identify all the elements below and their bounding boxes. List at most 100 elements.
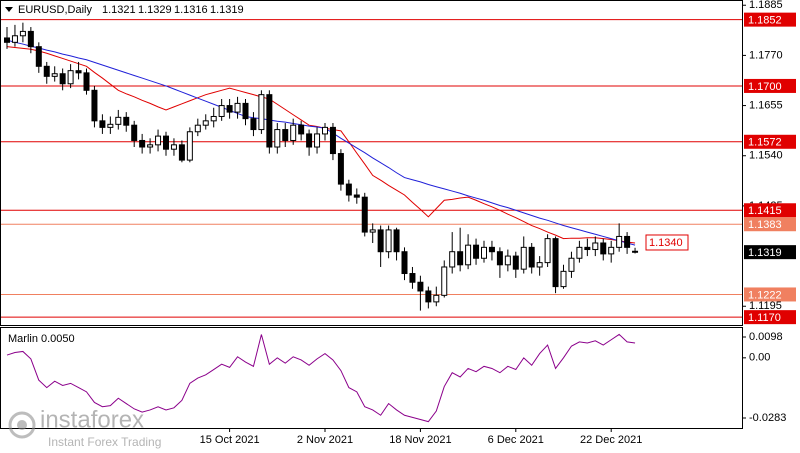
level-tag (744, 134, 796, 149)
level-label: 1.1572 (748, 137, 782, 149)
candle-body (584, 246, 591, 251)
y-tick-label: 0.00 (749, 352, 770, 364)
candle-body (59, 73, 66, 85)
candle-body (345, 183, 352, 196)
level-tag (744, 217, 796, 232)
candle-body (576, 246, 583, 259)
candle-body (99, 120, 106, 128)
oscillator-line (6, 333, 636, 423)
candle-body (417, 281, 424, 292)
candle-body (329, 126, 336, 155)
candle-body (306, 133, 313, 148)
candle-body (552, 238, 559, 288)
candle-body (433, 294, 440, 303)
candle-body (282, 129, 289, 141)
candle-body (4, 37, 10, 43)
candle-body (504, 255, 511, 266)
annotation-box (645, 234, 689, 251)
level-label: 1.1383 (748, 219, 782, 231)
logo-name: instaforex (40, 406, 144, 433)
candle-body (512, 255, 519, 270)
candle-body (560, 270, 567, 288)
candle-body (35, 46, 42, 67)
candle-body (91, 89, 98, 122)
candle-body (353, 194, 360, 198)
price-tag-label: 1.1319 (748, 247, 782, 259)
candle-body (473, 244, 480, 259)
candle-body (115, 116, 122, 125)
logo-icon (17, 420, 27, 430)
ohlc-value: 1.1319 (210, 4, 244, 16)
candle-body (11, 35, 18, 43)
y-tick-label: 1.1195 (749, 300, 782, 312)
y-tick-label: -0.0283 (749, 412, 786, 424)
level-label: 1.1700 (748, 81, 782, 93)
candle-body (75, 70, 82, 74)
candle-body (624, 235, 631, 248)
candle-body (616, 235, 623, 248)
candle-body (457, 251, 464, 266)
candle-body (107, 123, 114, 128)
level-label: 1.1852 (748, 15, 782, 27)
candle-body (441, 266, 448, 296)
candle-body (234, 102, 241, 113)
candle-body (425, 290, 432, 303)
menu-arrow (5, 7, 13, 12)
candle-body (449, 251, 456, 268)
candle-body (210, 115, 217, 122)
candle-body (600, 242, 607, 255)
candle-body (393, 229, 400, 253)
candle-body (520, 246, 527, 270)
candle-body (186, 131, 193, 161)
x-tick-label: 22 Dec 2021 (580, 434, 642, 446)
candle-body (592, 242, 599, 251)
candle-body (155, 135, 162, 146)
ohlc-value: 1.1316 (174, 4, 208, 16)
logo-tagline: Instant Forex Trading (48, 435, 161, 449)
candle-body (123, 116, 130, 126)
plot-layer: 1.1340 (1, 19, 742, 423)
candle-body (163, 135, 169, 150)
ohlc-value: 1.1329 (138, 4, 172, 16)
candle-body (385, 229, 392, 253)
candle-body (465, 244, 472, 266)
level-tag (744, 12, 796, 27)
chart-title: EURUSD,Daily (18, 4, 92, 16)
x-tick-label: 6 Dec 2021 (488, 434, 544, 446)
level-tag (744, 287, 796, 302)
candle-body (67, 70, 74, 85)
y-tick-label: 1.1770 (749, 49, 783, 61)
candle-body (258, 94, 265, 131)
oscillator-title: Marlin 0.0050 (8, 333, 75, 345)
candle-body (337, 153, 344, 185)
candle-body (178, 144, 185, 161)
candle-body (528, 246, 535, 268)
level-label: 1.1170 (748, 312, 781, 324)
candle-body (147, 144, 154, 148)
x-tick-label: 15 Oct 2021 (200, 434, 260, 446)
candle-body (632, 250, 639, 253)
candle-body (51, 73, 58, 77)
price-panel (0, 0, 743, 326)
candle-body (608, 246, 615, 255)
y-tick-label: 0.0098 (749, 331, 783, 343)
level-label: 1.1222 (748, 289, 782, 301)
candle-body (401, 251, 408, 275)
annotation-label: 1.1340 (649, 237, 683, 249)
level-tag (744, 310, 796, 325)
level-label: 1.1415 (748, 205, 782, 217)
candle-body (266, 94, 273, 148)
candle-body (322, 126, 328, 135)
candle-body (314, 133, 321, 148)
candle-body (226, 105, 233, 113)
candle-body (131, 124, 138, 141)
candle-body (536, 262, 543, 268)
candle-body (43, 65, 50, 77)
candle-body (250, 118, 257, 131)
candle-body (218, 105, 225, 117)
oscillator-panel (0, 327, 743, 429)
candle-body (139, 139, 146, 148)
candle-body (496, 251, 503, 266)
y-tick-label: 1.1540 (749, 150, 783, 162)
